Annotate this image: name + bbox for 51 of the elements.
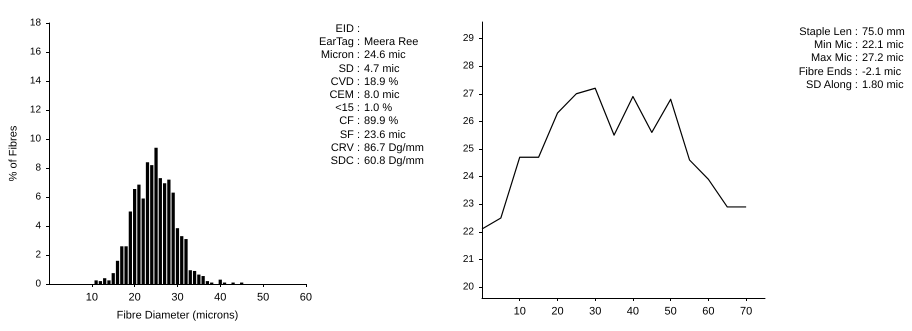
text: Max Mic : 27.2 mic	[810, 52, 904, 66]
x-tick-label: 20	[551, 306, 564, 318]
x-tick-label: 10	[86, 292, 98, 304]
text: Staple Len : 75.0 mm	[798, 26, 905, 40]
y-tick-label: 22	[462, 226, 474, 238]
y-tick-label: 18	[30, 18, 42, 28]
text: SD Along : 1.80 mic	[805, 78, 904, 92]
text: CRV : 86.7 Dg/mm	[330, 142, 424, 156]
text: Micron : 24.6 mic	[320, 49, 406, 63]
y-tick-label: 28	[462, 60, 474, 72]
x-tick-label: 70	[740, 306, 752, 318]
x-tick-label: 40	[214, 292, 226, 304]
text: <15 : 1.0 %	[334, 102, 392, 116]
text: CF : 89.9 %	[338, 115, 398, 129]
x-tick-label: 10	[514, 306, 526, 318]
y-tick-label: 0	[35, 278, 42, 290]
x-tick-label: 20	[128, 292, 141, 304]
y-tick-label: 29	[462, 33, 474, 44]
x-tick-label: 50	[256, 292, 270, 304]
y-tick-label: 4	[35, 220, 42, 232]
text: CEM : 8.0 mic	[328, 89, 400, 102]
y-tick-label: 21	[462, 254, 474, 265]
text: CVD : 18.9 %	[330, 76, 398, 90]
y-tick-label: 2	[35, 250, 42, 260]
x-tick-label: 60	[300, 292, 312, 304]
y-tick-label: 20	[462, 281, 474, 292]
x-tick-label: 50	[664, 306, 677, 318]
text: EID :	[334, 23, 360, 36]
y-tick-label: 14	[30, 76, 42, 86]
x-tick-label: 40	[626, 306, 640, 318]
y-tick-label: 24	[462, 171, 474, 182]
y-tick-label: 6	[35, 192, 42, 202]
x-tick-label: 60	[702, 306, 715, 318]
text: SF : 23.6 mic	[338, 128, 406, 142]
text: SDC : 60.8 Dg/mm	[330, 155, 424, 168]
text: SD : 4.7 mic	[338, 62, 400, 76]
y-tick-label: 25	[462, 143, 474, 154]
y-tick-label: 26	[462, 116, 474, 127]
x-tick-label: 30	[171, 292, 184, 304]
y-tick-label: 16	[30, 46, 42, 58]
text: EarTag : Meera Ree	[318, 36, 418, 50]
y-axis-title: % of Fibres	[8, 125, 20, 182]
y-tick-label: 23	[462, 198, 474, 210]
x-axis-title: Fibre Diameter (microns)	[116, 310, 238, 322]
text: Fibre Ends : -2.1 mic	[798, 66, 902, 79]
y-tick-label: 8	[35, 162, 42, 174]
y-tick-label: 10	[30, 134, 42, 144]
y-tick-label: 27	[462, 88, 474, 100]
y-tick-label: 12	[30, 104, 42, 116]
text: Min Mic : 22.1 mic	[813, 39, 904, 52]
x-tick-label: 30	[589, 306, 602, 318]
